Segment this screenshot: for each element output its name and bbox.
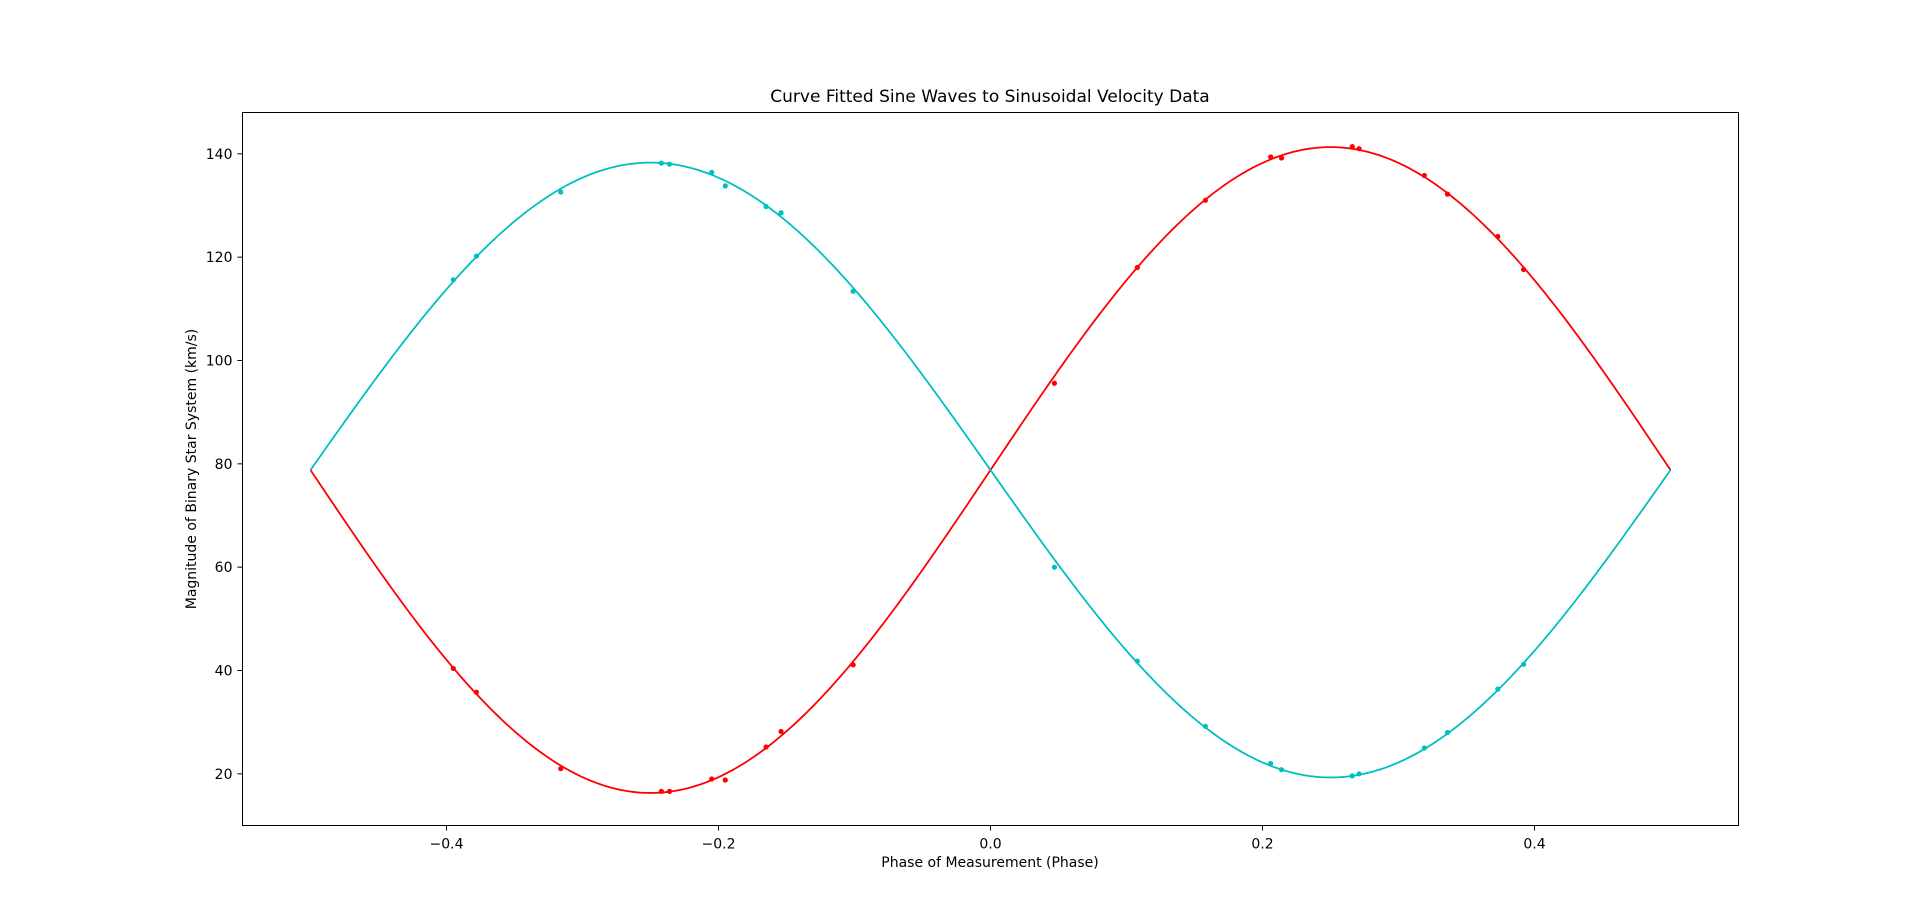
data-point-1	[1134, 264, 1140, 271]
data-point-1	[763, 744, 769, 750]
data-point-2	[1495, 686, 1501, 692]
y-tick-label: 100	[206, 354, 233, 370]
data-point-1	[473, 689, 480, 695]
data-point-1	[450, 665, 456, 672]
y-tick-label: 120	[206, 250, 233, 266]
data-point-2	[473, 253, 480, 259]
data-point-1	[722, 777, 728, 783]
y-tick-label: 20	[215, 767, 233, 783]
data-point-2	[1051, 564, 1058, 570]
data-point-2	[850, 288, 856, 294]
data-point-2	[778, 210, 784, 216]
y-axis-label: Magnitude of Binary Star System (km/s)	[184, 329, 200, 610]
data-point-1	[850, 662, 856, 668]
data-point-2	[1444, 729, 1451, 736]
x-axis: −0.4 −0.2 0.0 0.2 0.4	[430, 825, 1546, 853]
data-point-2	[666, 161, 673, 167]
x-tick-label: −0.4	[430, 837, 464, 853]
data-point-1	[1349, 144, 1355, 150]
data-point-2	[1349, 773, 1355, 779]
data-point-1	[1202, 197, 1208, 203]
data-point-2	[763, 203, 769, 210]
data-point-1	[1421, 172, 1427, 179]
data-point-1	[666, 788, 673, 795]
data-point-1	[1521, 266, 1527, 273]
data-point-2	[1134, 658, 1140, 664]
data-point-2	[1421, 745, 1427, 751]
y-tick-label: 140	[206, 147, 233, 163]
data-point-2	[722, 183, 728, 189]
y-tick-label: 80	[215, 457, 233, 473]
data-point-1	[1356, 146, 1362, 152]
data-point-1	[1495, 233, 1501, 240]
data-point-1	[1051, 380, 1058, 386]
fit-curve-2	[309, 161, 1672, 779]
x-axis-label: Phase of Measurement (Phase)	[881, 855, 1099, 871]
data-point-1	[709, 776, 715, 782]
data-point-2	[658, 160, 664, 166]
y-axis: 20 40 60 80 100 120 140	[206, 147, 243, 783]
y-tick-label: 40	[215, 664, 233, 680]
data-point-2	[558, 189, 564, 195]
x-tick-label: 0.0	[979, 837, 1001, 853]
data-point-2	[1356, 771, 1362, 777]
y-tick-label: 60	[215, 560, 233, 576]
data-point-2	[1521, 661, 1527, 667]
chart-title: Curve Fitted Sine Waves to Sinusoidal Ve…	[770, 87, 1209, 107]
x-tick-label: −0.2	[702, 837, 736, 853]
data-point-2	[709, 169, 715, 176]
data-point-2	[450, 277, 456, 283]
data-point-1	[778, 728, 784, 735]
data-point-2	[1278, 767, 1285, 773]
data-point-2	[1202, 723, 1208, 729]
data-point-2	[1268, 760, 1274, 767]
data-point-1	[658, 788, 664, 795]
series-layer	[309, 144, 1672, 795]
data-point-1	[1268, 154, 1274, 160]
data-point-1	[1444, 191, 1451, 197]
x-tick-label: 0.2	[1251, 837, 1273, 853]
data-point-1	[1278, 155, 1285, 161]
data-point-1	[558, 766, 564, 772]
x-tick-label: 0.4	[1523, 837, 1545, 853]
